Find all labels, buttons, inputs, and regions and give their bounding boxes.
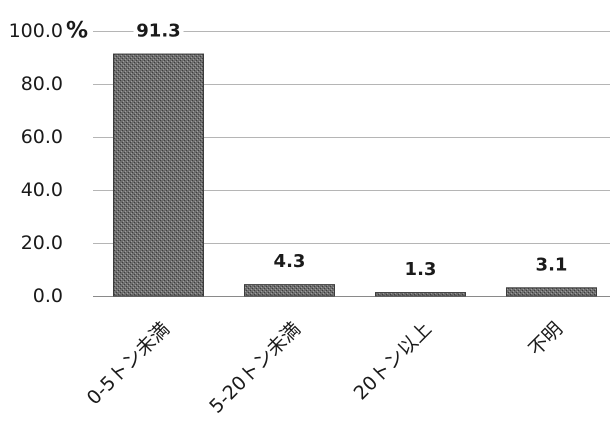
y-tick-label: 100.0 bbox=[9, 20, 63, 42]
x-tick-label: 不明 bbox=[525, 318, 567, 360]
data-label-background bbox=[133, 20, 184, 43]
bar bbox=[244, 284, 335, 297]
x-tick-label: 0-5トン未満 bbox=[83, 318, 174, 409]
x-axis-tick-labels: 0-5トン未満 5-20トン未満 20トン以上 不明 bbox=[83, 318, 567, 418]
y-tick-label: 40.0 bbox=[21, 179, 63, 201]
data-label-background bbox=[526, 253, 577, 276]
data-label-background bbox=[264, 250, 315, 273]
y-axis-tick-labels: 0.0 20.0 40.0 60.0 80.0 100.0 bbox=[9, 20, 63, 307]
y-tick-label: 0.0 bbox=[33, 285, 63, 307]
x-tick-label: 20トン以上 bbox=[350, 318, 436, 404]
bar bbox=[375, 292, 466, 297]
y-tick-label: 20.0 bbox=[21, 232, 63, 254]
data-label-background bbox=[395, 258, 446, 281]
bar bbox=[113, 53, 204, 297]
x-tick-label: 5-20トン未満 bbox=[205, 318, 305, 418]
y-tick-label: 60.0 bbox=[21, 126, 63, 148]
data-labels: 91.3 4.3 1.3 3.1 bbox=[133, 20, 577, 281]
data-label: 3.1 bbox=[536, 254, 568, 275]
data-label: 4.3 bbox=[274, 251, 306, 272]
bar bbox=[506, 287, 597, 297]
y-axis-unit-label: % bbox=[66, 19, 88, 44]
y-tick-label: 80.0 bbox=[21, 73, 63, 95]
bars bbox=[113, 53, 597, 297]
data-label: 1.3 bbox=[405, 259, 437, 280]
data-label: 91.3 bbox=[136, 21, 180, 42]
